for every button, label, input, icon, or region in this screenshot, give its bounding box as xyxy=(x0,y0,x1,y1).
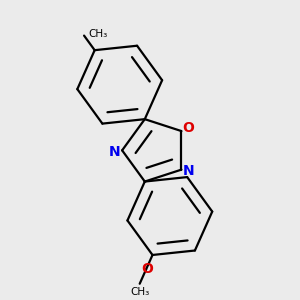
Text: N: N xyxy=(183,164,194,178)
Text: CH₃: CH₃ xyxy=(130,287,149,297)
Text: N: N xyxy=(109,145,121,159)
Text: CH₃: CH₃ xyxy=(88,29,108,39)
Text: O: O xyxy=(183,122,195,136)
Text: O: O xyxy=(141,262,153,276)
